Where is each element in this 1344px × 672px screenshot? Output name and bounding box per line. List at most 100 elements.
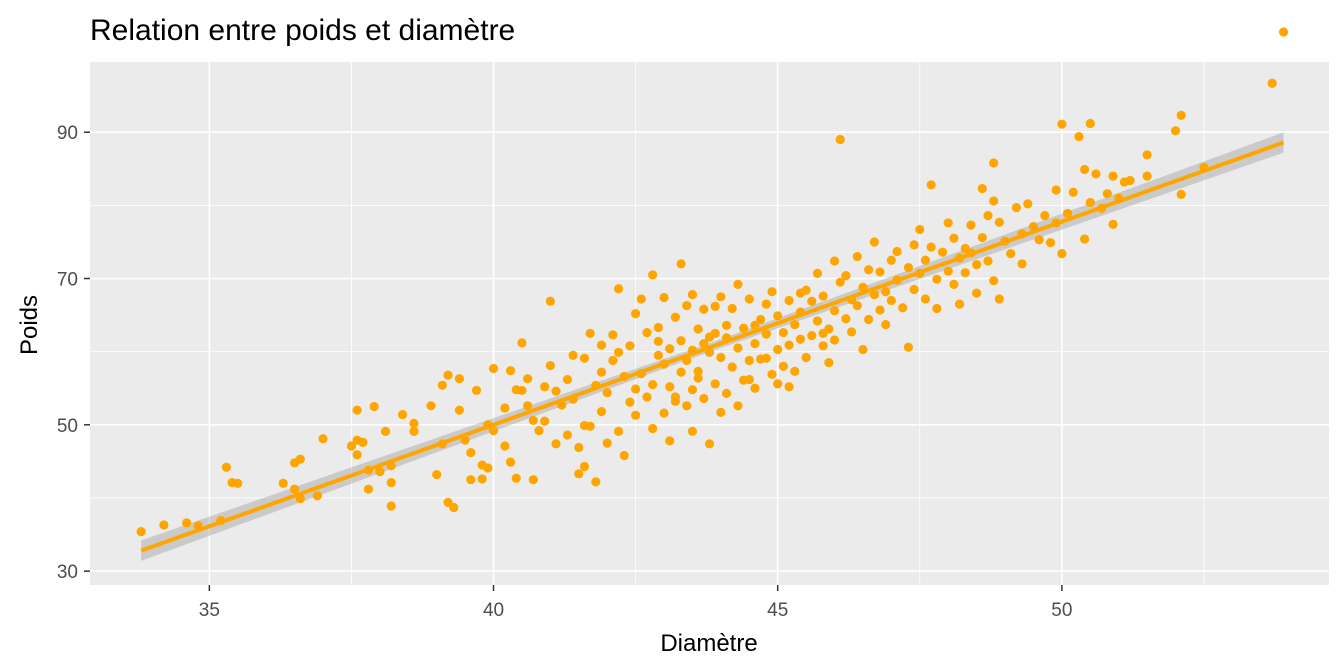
data-point: [744, 294, 754, 304]
data-point: [954, 299, 965, 309]
data-point: [1017, 259, 1027, 269]
data-point: [841, 314, 851, 324]
data-point: [505, 366, 516, 376]
data-point: [602, 388, 612, 398]
data-point: [989, 276, 999, 286]
data-point: [1176, 189, 1186, 199]
data-point: [687, 426, 698, 436]
data-point: [585, 421, 595, 431]
data-point: [375, 467, 385, 477]
data-point: [642, 328, 652, 338]
data-point: [540, 416, 550, 426]
data-point: [989, 196, 999, 206]
y-tick-label: 30: [57, 562, 78, 583]
data-point: [727, 362, 737, 372]
data-point: [790, 366, 800, 377]
y-axis-title: Poids: [16, 295, 43, 355]
data-point: [676, 336, 686, 346]
data-point: [841, 270, 851, 281]
data-point: [1057, 249, 1067, 259]
data-point: [983, 256, 993, 266]
data-point: [1278, 27, 1289, 37]
data-point: [631, 309, 641, 319]
data-point: [483, 463, 493, 473]
data-point: [682, 300, 692, 311]
data-point: [710, 379, 720, 389]
data-point: [625, 341, 635, 351]
data-point: [699, 304, 709, 314]
data-point: [756, 314, 766, 325]
data-point: [795, 334, 806, 344]
data-point: [659, 408, 669, 418]
data-point: [750, 339, 760, 349]
data-point: [159, 520, 169, 530]
data-point: [352, 450, 362, 460]
data-point: [1102, 189, 1112, 199]
data-point: [278, 478, 288, 488]
data-point: [727, 303, 737, 314]
data-point: [818, 341, 828, 351]
data-point: [790, 319, 800, 330]
data-point: [511, 473, 521, 483]
data-point: [909, 284, 919, 295]
data-point: [568, 350, 578, 360]
data-point: [517, 338, 527, 348]
data-point: [926, 180, 936, 190]
data-point: [829, 306, 840, 316]
data-point: [636, 294, 646, 304]
data-point: [704, 439, 715, 449]
data-points: [136, 27, 1289, 537]
data-point: [716, 292, 726, 302]
data-point: [994, 294, 1004, 304]
data-point: [767, 369, 777, 379]
data-point: [1034, 235, 1044, 245]
data-point: [784, 295, 794, 306]
data-point: [1267, 78, 1277, 88]
data-point: [778, 361, 788, 371]
data-point: [534, 426, 544, 436]
data-point: [807, 296, 817, 306]
data-point: [665, 436, 675, 446]
data-point: [767, 287, 777, 297]
y-tick-label: 50: [57, 416, 78, 437]
data-point: [699, 339, 709, 349]
data-point: [1142, 150, 1152, 160]
data-point: [642, 392, 652, 402]
data-point: [591, 477, 601, 487]
data-point: [631, 410, 641, 420]
data-point: [801, 352, 811, 363]
data-point: [596, 340, 607, 350]
data-point: [528, 415, 538, 426]
data-point: [477, 474, 487, 484]
data-point: [977, 183, 987, 194]
data-point: [409, 418, 419, 428]
data-point: [505, 457, 516, 467]
data-point: [795, 288, 806, 298]
data-point: [363, 484, 374, 494]
data-point: [835, 277, 845, 287]
data-point: [932, 303, 942, 314]
data-point: [613, 426, 624, 436]
fit-line: [140, 140, 1285, 553]
data-point: [386, 501, 396, 511]
data-point: [761, 353, 771, 363]
data-point: [682, 401, 692, 411]
data-point: [1085, 118, 1095, 129]
data-point: [943, 218, 953, 228]
data-point: [966, 220, 976, 230]
data-point: [466, 475, 476, 485]
data-point: [733, 401, 743, 411]
data-point: [585, 328, 595, 338]
data-point: [869, 237, 879, 247]
data-point: [397, 409, 408, 420]
data-point: [699, 393, 709, 404]
data-point: [744, 374, 754, 385]
data-point: [920, 255, 931, 265]
data-point: [653, 336, 663, 347]
data-point: [972, 260, 982, 270]
data-point: [721, 320, 732, 330]
data-point: [1068, 187, 1078, 197]
data-point: [437, 380, 447, 390]
data-point: [182, 518, 192, 528]
data-point: [750, 383, 760, 393]
